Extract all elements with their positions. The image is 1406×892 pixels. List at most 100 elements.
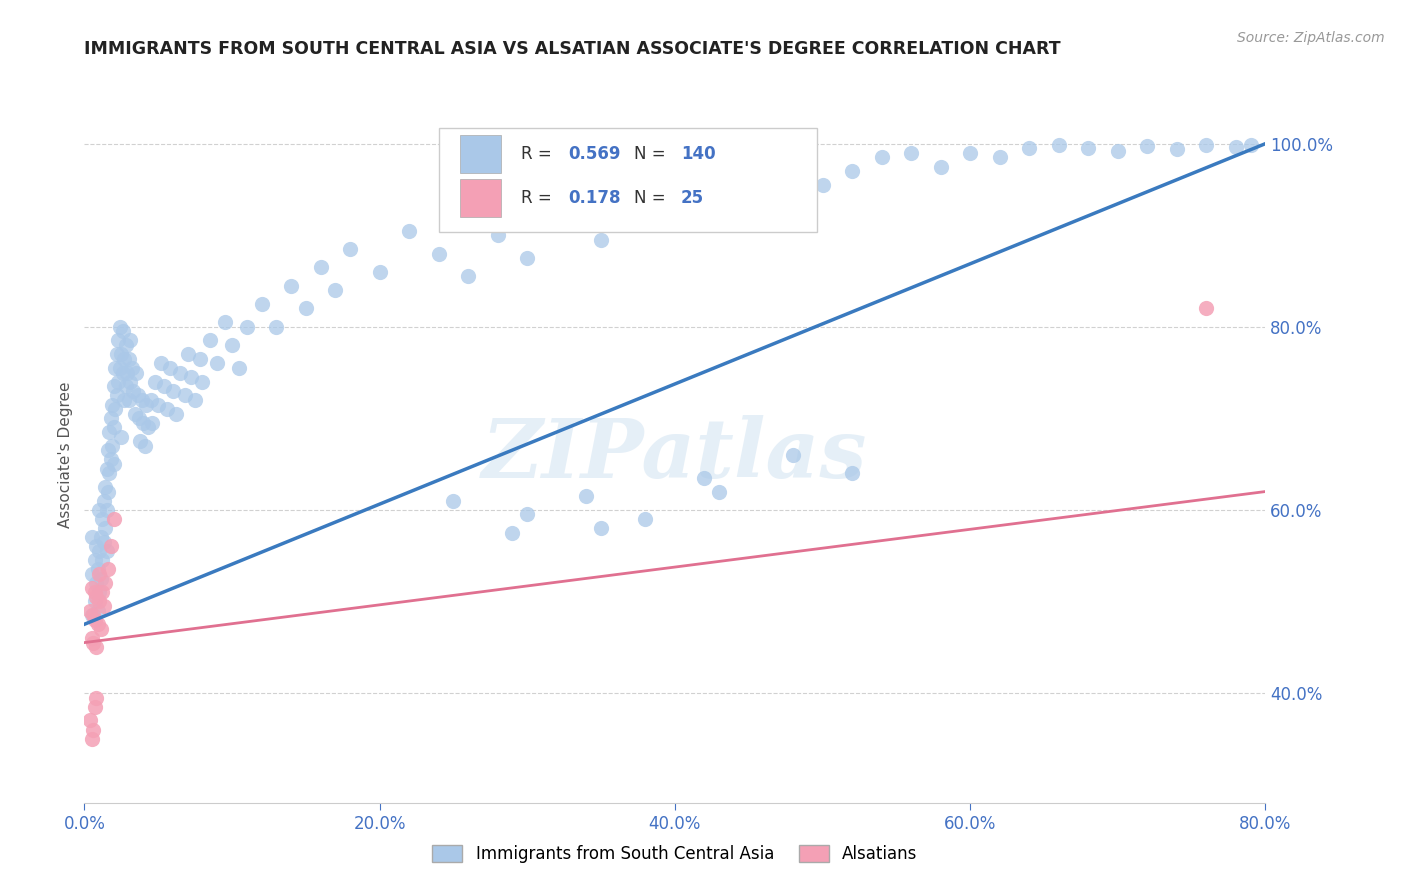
Point — [103, 379, 125, 393]
Point — [79, 714, 101, 728]
Point — [591, 233, 613, 247]
Point — [132, 416, 155, 430]
Text: 0.178: 0.178 — [568, 189, 621, 207]
Point — [98, 425, 121, 439]
Text: R =: R = — [522, 145, 557, 163]
Point — [782, 155, 804, 169]
Point — [139, 392, 162, 407]
Point — [1047, 138, 1070, 153]
Point — [165, 407, 187, 421]
Text: IMMIGRANTS FROM SOUTH CENTRAL ASIA VS ALSATIAN ASSOCIATE'S DEGREE CORRELATION CH: IMMIGRANTS FROM SOUTH CENTRAL ASIA VS AL… — [84, 40, 1062, 58]
Point — [135, 398, 157, 412]
Point — [115, 366, 138, 380]
Point — [111, 324, 134, 338]
Point — [228, 360, 250, 375]
Point — [325, 283, 347, 297]
Point — [1077, 141, 1099, 155]
Point — [162, 384, 184, 398]
Point — [1195, 301, 1218, 316]
Point — [114, 379, 136, 393]
Point — [86, 562, 108, 576]
Point — [112, 392, 135, 407]
Point — [80, 566, 103, 581]
Point — [191, 375, 214, 389]
Point — [83, 594, 105, 608]
Point — [105, 388, 128, 402]
Point — [368, 265, 391, 279]
Point — [207, 356, 229, 370]
Point — [105, 347, 128, 361]
Point — [96, 461, 118, 475]
Point — [80, 608, 103, 623]
Point — [107, 375, 129, 389]
Point — [136, 420, 159, 434]
Point — [90, 622, 112, 636]
Point — [188, 351, 211, 366]
Point — [295, 301, 318, 316]
Legend: Immigrants from South Central Asia, Alsatians: Immigrants from South Central Asia, Alsa… — [423, 836, 927, 871]
Point — [94, 480, 117, 494]
Point — [1195, 137, 1218, 152]
Point — [112, 351, 135, 366]
Point — [782, 448, 804, 462]
Point — [1107, 144, 1129, 158]
Point — [591, 521, 613, 535]
Point — [91, 585, 114, 599]
Y-axis label: Associate's Degree: Associate's Degree — [58, 382, 73, 528]
Point — [83, 613, 105, 627]
Point — [134, 439, 156, 453]
Point — [104, 360, 127, 375]
Point — [443, 493, 465, 508]
Point — [80, 631, 103, 645]
Point — [236, 319, 259, 334]
Point — [87, 544, 111, 558]
Text: R =: R = — [522, 189, 557, 207]
Point — [90, 572, 112, 586]
Text: Source: ZipAtlas.com: Source: ZipAtlas.com — [1237, 31, 1385, 45]
Point — [173, 388, 195, 402]
Point — [100, 540, 122, 554]
Point — [811, 178, 834, 192]
Point — [84, 576, 107, 591]
Text: 140: 140 — [681, 145, 716, 163]
Point — [634, 512, 657, 526]
FancyBboxPatch shape — [460, 178, 502, 217]
Point — [125, 366, 148, 380]
Point — [486, 228, 509, 243]
Point — [96, 503, 118, 517]
Point — [1018, 141, 1040, 155]
Point — [80, 581, 103, 595]
Point — [959, 145, 981, 160]
Point — [427, 246, 450, 260]
Point — [101, 398, 124, 412]
Point — [693, 471, 716, 485]
Point — [124, 407, 146, 421]
Point — [103, 420, 125, 434]
Text: N =: N = — [634, 145, 671, 163]
Point — [516, 251, 538, 265]
Point — [250, 297, 273, 311]
Point — [516, 508, 538, 522]
Point — [184, 392, 207, 407]
Point — [83, 585, 105, 599]
Point — [309, 260, 332, 275]
Point — [96, 544, 118, 558]
Point — [87, 594, 111, 608]
Point — [221, 338, 243, 352]
Point — [634, 192, 657, 206]
Point — [870, 150, 893, 164]
Point — [177, 347, 200, 361]
Point — [80, 731, 103, 746]
Point — [84, 690, 107, 705]
Point — [738, 196, 761, 211]
Point — [91, 512, 114, 526]
Point — [129, 434, 152, 449]
Point — [93, 599, 115, 613]
Point — [84, 590, 107, 604]
Point — [131, 392, 153, 407]
Point — [100, 411, 122, 425]
Text: N =: N = — [634, 189, 671, 207]
Point — [93, 493, 115, 508]
Point — [180, 370, 202, 384]
Point — [128, 411, 150, 425]
